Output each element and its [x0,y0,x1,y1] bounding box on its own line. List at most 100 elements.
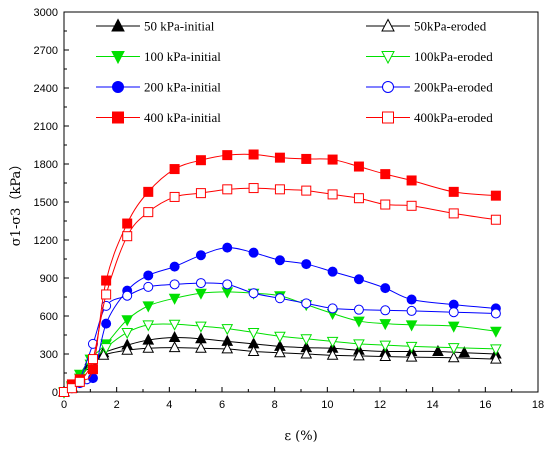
data-point-400-kpa-initial [406,175,417,186]
data-point-400kpa-eroded [490,214,501,225]
x-tick-label: 18 [532,399,544,411]
data-point-200kpa-eroded [327,303,338,314]
x-tick-label: 16 [479,399,491,411]
x-tick-label: 8 [272,399,278,411]
data-point-100-kpa-initial [353,316,365,328]
y-tick-label: 2100 [34,121,58,133]
data-point-50kpa-eroded [97,348,110,360]
legend-item-100kpa-eroded: 100kPa-eroded [366,49,493,65]
data-point-100kpa-eroded [247,327,260,340]
data-point-100kpa-eroded [405,341,418,353]
data-point-100-kpa-initial [447,321,460,333]
legend-label: 50kPa-eroded [414,19,487,34]
legend-item-50kpa-eroded: 50kPa-eroded [366,18,487,34]
data-point-200-kpa-initial [274,255,285,266]
data-point-400kpa-eroded [448,208,459,219]
data-point-200kpa-eroded [169,279,180,290]
data-point-400-kpa-initial [143,186,154,197]
data-point-100kpa-eroded [121,327,134,340]
data-point-400-kpa-initial [169,164,180,175]
data-point-200kpa-eroded [490,308,501,319]
data-point-50kpa-eroded [300,347,313,359]
data-point-100-kpa-initial [142,301,155,313]
data-point-200-kpa-initial [380,283,391,294]
data-point-200-kpa-initial [301,259,312,270]
data-point-400kpa-eroded [406,200,417,211]
data-point-200-kpa-initial [353,274,364,285]
data-point-200-kpa-initial [195,250,206,261]
y-tick-label: 0 [52,387,58,399]
plot-area [58,149,502,399]
data-point-400-kpa-initial [274,152,285,163]
data-point-400-kpa-initial [248,149,259,160]
data-point-200kpa-eroded [122,290,133,301]
data-point-400kpa-eroded [101,289,112,300]
data-point-400-kpa-initial [301,153,312,164]
legend-label: 400kPa-eroded [414,110,493,125]
data-point-200-kpa-initial [327,266,338,277]
legend-marker [112,81,124,93]
data-point-100-kpa-initial [490,326,502,338]
x-tick-label: 6 [219,399,225,411]
data-point-50kpa-eroded [326,348,339,360]
data-point-50kpa-eroded [142,341,155,353]
data-point-400kpa-eroded [301,185,312,196]
data-point-400kpa-eroded [87,354,98,365]
data-point-200kpa-eroded [353,304,364,315]
data-point-100-kpa-initial [195,288,207,300]
data-point-100kpa-eroded [379,340,392,352]
x-tick-label: 10 [321,399,333,411]
data-point-200kpa-eroded [274,293,285,304]
data-point-50kpa-eroded [490,352,502,364]
data-point-400-kpa-initial [353,161,364,172]
x-tick-label: 14 [427,399,439,411]
data-point-400-kpa-initial [327,154,338,165]
legend-item-50-kpa-initial: 50 kPa-initial [96,18,215,34]
data-point-100-kpa-initial [405,320,418,332]
data-point-400kpa-eroded [143,207,154,218]
y-tick-label: 1500 [34,197,58,209]
data-point-400-kpa-initial [122,218,133,229]
data-point-50kpa-eroded [168,341,181,353]
y-tick-label: 1800 [34,159,58,171]
x-tick-label: 12 [374,399,386,411]
data-point-50kpa-eroded [405,350,418,362]
data-point-100kpa-eroded [100,343,112,355]
x-tick-label: 4 [166,399,172,411]
data-point-400kpa-eroded [66,383,77,394]
data-point-100kpa-eroded [195,321,207,333]
data-point-100kpa-eroded [142,320,155,332]
legend-marker [382,111,394,124]
data-point-100kpa-eroded [300,334,313,346]
series-400-kpa-initial [59,149,501,397]
data-point-200-kpa-initial [169,261,180,272]
y-tick-label: 1200 [34,235,58,247]
legend-marker [111,18,125,32]
data-point-400kpa-eroded [274,184,285,195]
data-point-100-kpa-initial [221,287,234,299]
x-tick-label: 2 [114,399,120,411]
legend-item-200kpa-eroded: 200kPa-eroded [366,80,493,95]
series-400kpa-eroded [59,183,501,397]
legend-label: 200 kPa-initial [144,80,221,95]
y-tick-label: 900 [40,273,58,285]
legend-label: 100kPa-eroded [414,49,493,64]
data-point-100kpa-eroded [326,336,339,348]
legend: 50 kPa-initial 50kPa-eroded 100 kPa-initia… [96,18,493,125]
data-point-400kpa-eroded [195,188,206,199]
data-point-400-kpa-initial [195,155,206,166]
legend-marker [381,18,395,32]
data-point-400kpa-eroded [327,189,338,200]
data-point-400-kpa-initial [490,190,501,201]
series-50kpa-eroded [58,341,502,397]
data-point-100-kpa-initial [121,315,134,327]
data-point-200-kpa-initial [101,318,112,329]
data-point-50kpa-eroded [353,349,365,361]
legend-label: 50 kPa-initial [144,19,215,34]
data-point-50-kpa-initial [458,346,471,358]
data-point-100-kpa-initial [379,319,392,331]
y-tick-label: 3000 [34,7,58,19]
series-100kpa-eroded [58,319,502,399]
y-tick-label: 300 [40,349,58,361]
data-point-200kpa-eroded [301,298,312,309]
